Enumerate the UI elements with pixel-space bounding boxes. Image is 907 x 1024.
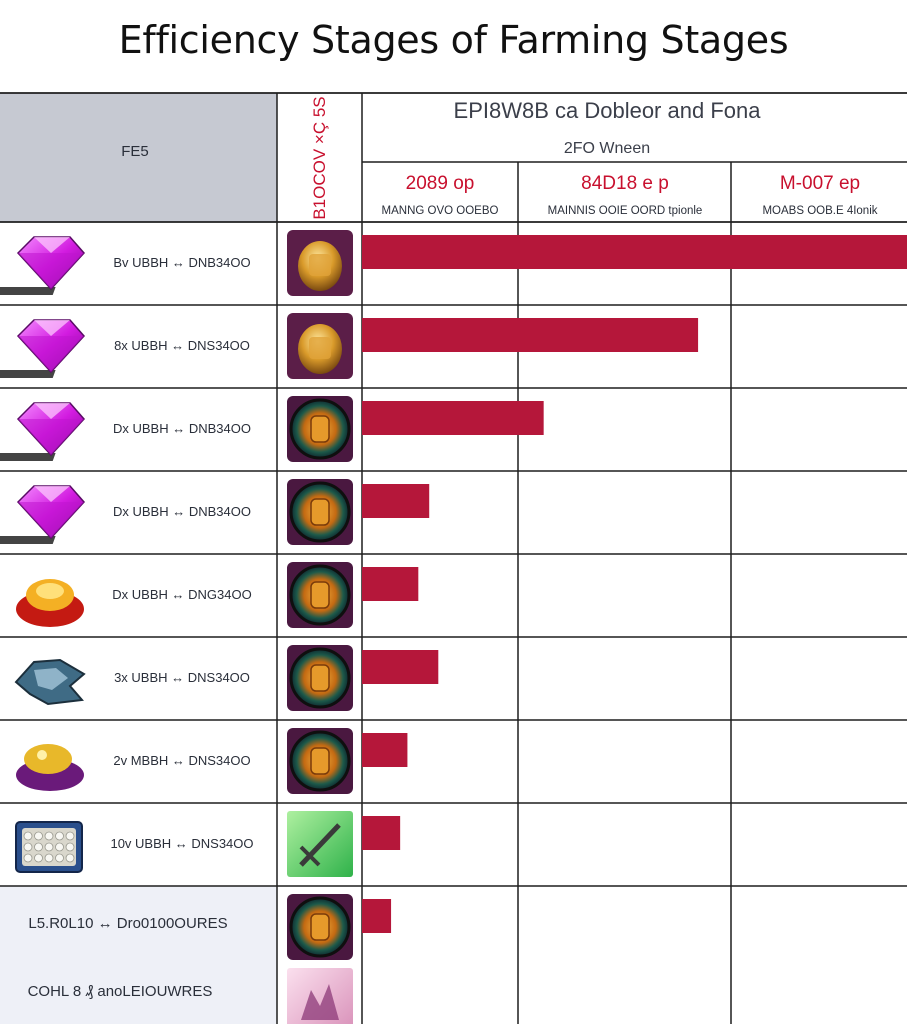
purple-gold-pile-icon: [16, 744, 84, 791]
gold-armor-icon: [287, 230, 353, 296]
ring-emblem-icon: [287, 645, 353, 711]
column-subheader-2: MAINNIS OOIE OORD tpionle: [548, 205, 703, 217]
bar: [362, 401, 544, 435]
row-label-header: FE5: [121, 143, 149, 160]
bar: [362, 484, 430, 518]
header-vertical-cell: [277, 93, 362, 222]
row-label: 2v MBBH ↔ DNS34OO: [113, 753, 250, 768]
bars: [362, 235, 907, 933]
ring-emblem-icon: [287, 479, 353, 545]
bar: [362, 899, 392, 933]
bar: [362, 816, 401, 850]
column-header-1: 2089 op: [406, 173, 475, 194]
chart-title: Efficiency Stages of Farming Stages: [118, 18, 789, 62]
group-subtitle: 2FO Wneen: [564, 140, 650, 157]
bar: [362, 733, 408, 767]
bar: [362, 567, 419, 601]
pink-gem-icon: [0, 319, 86, 378]
row-label: Bv UBBH ↔ DNB34OO: [113, 255, 250, 270]
column-header-2: 84D18 e p: [581, 173, 669, 194]
column-header-3: M-007 ep: [780, 173, 860, 194]
column-subheader-3: MOABS OOB.E 4Ionik: [762, 205, 877, 217]
row-label: 3x UBBH ↔ DNS34OO: [114, 670, 250, 685]
pink-gem-icon: [0, 485, 86, 544]
grid-lines: [0, 92, 907, 1024]
row-label: Dx UBBH ↔ DNB34OO: [113, 504, 251, 519]
footer-label-1: L5.R0L10 ↔ Dro0100OURES: [28, 915, 227, 932]
column-subheader-1: MANNG OVO OOEBO: [382, 205, 499, 217]
footer-band: [0, 886, 277, 1024]
row-label: 10v UBBH ↔ DNS34OO: [110, 836, 253, 851]
gold-armor-icon: [287, 313, 353, 379]
row-label: 8x UBBH ↔ DNS34OO: [114, 338, 250, 353]
steel-dragon-icon: [14, 658, 86, 706]
ring-emblem-icon: [287, 562, 353, 628]
green-sword-icon: [287, 811, 353, 877]
vertical-header-label: B1OCOV ×Ç 5S: [310, 96, 329, 219]
header-label-cell: [0, 93, 277, 222]
row-label: Dx UBBH ↔ DNB34OO: [113, 421, 251, 436]
footer-label-2: COHL 8 ₰ anoLEIOUWRES: [28, 983, 213, 1000]
bar: [362, 235, 907, 269]
fire-gold-pile-icon: [16, 579, 84, 627]
row-icons: [0, 230, 353, 1024]
pink-gem-icon: [0, 402, 86, 461]
bar: [362, 650, 439, 684]
pink-crystal-icon: [287, 968, 353, 1024]
ring-emblem-icon: [287, 396, 353, 462]
ring-emblem-icon: [287, 728, 353, 794]
group-title: EPI8W8B ca Dobleor and Fona: [454, 98, 762, 123]
bar: [362, 318, 699, 352]
pink-gem-icon: [0, 236, 86, 295]
ring-emblem-icon: [287, 894, 353, 960]
pearl-chest-icon: [15, 821, 83, 873]
row-label: Dx UBBH ↔ DNG34OO: [112, 587, 251, 602]
row-labels: Bv UBBH ↔ DNB34OO 8x UBBH ↔ DNS34OO Dx UBB…: [110, 255, 253, 851]
